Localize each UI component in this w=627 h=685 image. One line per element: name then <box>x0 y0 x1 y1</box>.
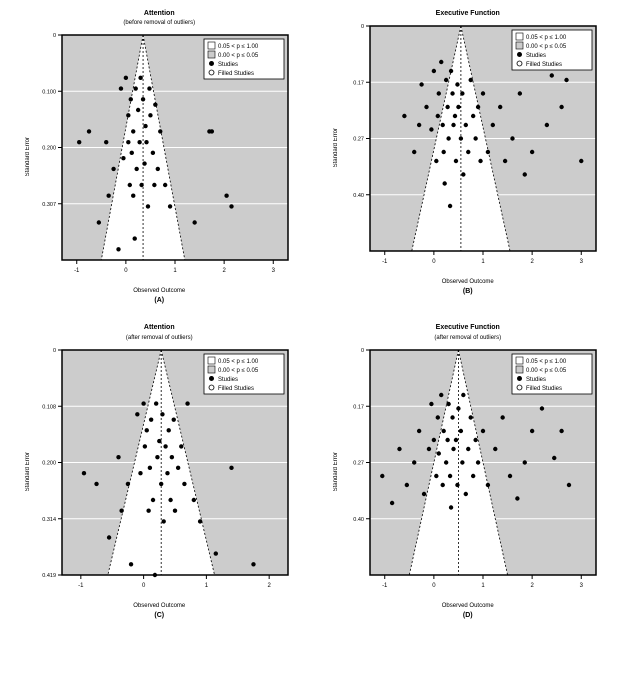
svg-text:0.40: 0.40 <box>354 193 365 199</box>
funnel-plot-panel-A: Attention (before removal of outliers) Sta… <box>10 10 309 304</box>
svg-text:0.27: 0.27 <box>354 137 365 143</box>
svg-text:1: 1 <box>173 268 177 274</box>
svg-text:0.17: 0.17 <box>354 81 365 87</box>
funnel-plot-svg: -1 0 1 2 3 0 0.17 0.27 0.40 0.05 < p ≤ 1.00 0.00 <… <box>342 20 602 275</box>
svg-text:2: 2 <box>531 259 535 265</box>
y-axis-label: Standard Error <box>25 137 31 176</box>
panel-letter: (B) <box>463 288 473 295</box>
svg-text:-1: -1 <box>382 259 388 265</box>
svg-text:-1: -1 <box>74 268 80 274</box>
funnel-plot-panel-D: Executive Function (after removal of outl… <box>319 324 618 618</box>
x-axis-label: Observed Outcome <box>133 288 185 294</box>
svg-text:0.200: 0.200 <box>42 146 56 152</box>
svg-text:0.00 < p ≤ 0.05: 0.00 < p ≤ 0.05 <box>526 368 567 374</box>
svg-text:Filled Studies: Filled Studies <box>526 386 562 392</box>
svg-text:0.40: 0.40 <box>354 517 365 523</box>
x-axis-label: Observed Outcome <box>442 279 494 285</box>
svg-text:0.05 < p ≤ 1.00: 0.05 < p ≤ 1.00 <box>218 44 259 50</box>
svg-text:Studies: Studies <box>526 377 546 383</box>
svg-text:-1: -1 <box>382 583 388 589</box>
svg-text:0.05 < p ≤ 1.00: 0.05 < p ≤ 1.00 <box>526 35 567 41</box>
panel-title: Executive Function <box>436 324 500 332</box>
funnel-plot-svg: -1 0 1 2 3 0 0.100 0.200 0.307 0.05 < p ≤ 1.00 0.0… <box>34 29 294 284</box>
funnel-plot-svg: -1 0 1 2 0 0.108 0.200 0.314 0.419 0.05 < p ≤ 1.0… <box>34 344 294 599</box>
x-axis-label: Observed Outcome <box>133 603 185 609</box>
y-axis-label: Standard Error <box>25 452 31 491</box>
svg-text:2: 2 <box>222 268 226 274</box>
funnel-plot-panel-C: Attention (after removal of outliers) Stan… <box>10 324 309 618</box>
svg-text:1: 1 <box>482 583 486 589</box>
svg-text:0: 0 <box>432 583 436 589</box>
y-axis-label: Standard Error <box>333 128 339 167</box>
svg-text:0.00 < p ≤ 0.05: 0.00 < p ≤ 0.05 <box>218 53 259 59</box>
svg-text:0.05 < p ≤ 1.00: 0.05 < p ≤ 1.00 <box>218 359 259 365</box>
svg-text:0.307: 0.307 <box>42 202 56 208</box>
panel-title: Attention <box>144 324 175 332</box>
svg-text:3: 3 <box>580 259 584 265</box>
svg-text:2: 2 <box>531 583 535 589</box>
svg-text:0.00 < p ≤ 0.05: 0.00 < p ≤ 0.05 <box>526 44 567 50</box>
panel-letter: (A) <box>154 297 164 304</box>
svg-text:Studies: Studies <box>526 53 546 59</box>
panel-title: Executive Function <box>436 10 500 18</box>
svg-text:0: 0 <box>361 24 364 30</box>
svg-text:1: 1 <box>482 259 486 265</box>
svg-text:0: 0 <box>53 348 56 354</box>
panel-subtitle: (after removal of outliers) <box>126 335 193 341</box>
svg-text:1: 1 <box>204 583 208 589</box>
svg-text:3: 3 <box>580 583 584 589</box>
svg-text:0.314: 0.314 <box>42 517 56 523</box>
svg-text:0.27: 0.27 <box>354 460 365 466</box>
svg-text:0.100: 0.100 <box>42 90 56 96</box>
svg-text:Filled Studies: Filled Studies <box>526 62 562 68</box>
svg-text:-1: -1 <box>78 583 84 589</box>
svg-text:0.108: 0.108 <box>42 404 56 410</box>
svg-text:0: 0 <box>142 583 146 589</box>
panel-subtitle: (after removal of outliers) <box>434 335 501 341</box>
funnel-plot-svg: -1 0 1 2 3 0 0.17 0.27 0.40 0.05 < p ≤ 1.00 0.00 <… <box>342 344 602 599</box>
y-axis-label: Standard Error <box>333 452 339 491</box>
panel-subtitle: (before removal of outliers) <box>123 20 195 26</box>
svg-text:Filled Studies: Filled Studies <box>218 386 254 392</box>
svg-text:0: 0 <box>124 268 128 274</box>
panel-letter: (D) <box>463 612 473 619</box>
svg-text:0: 0 <box>432 259 436 265</box>
svg-text:0.200: 0.200 <box>42 460 56 466</box>
funnel-plot-panel-B: Executive Function Standard Error -1 0 1 2 3 0 0… <box>319 10 618 304</box>
svg-text:0: 0 <box>53 33 56 39</box>
svg-text:0.00 < p ≤ 0.05: 0.00 < p ≤ 0.05 <box>218 368 259 374</box>
panel-letter: (C) <box>154 612 164 619</box>
svg-text:Studies: Studies <box>218 62 238 68</box>
svg-text:0.419: 0.419 <box>42 573 56 579</box>
svg-text:Filled Studies: Filled Studies <box>218 71 254 77</box>
svg-text:0: 0 <box>361 348 364 354</box>
x-axis-label: Observed Outcome <box>442 603 494 609</box>
svg-text:3: 3 <box>271 268 275 274</box>
svg-text:0.05 < p ≤ 1.00: 0.05 < p ≤ 1.00 <box>526 359 567 365</box>
svg-text:Studies: Studies <box>218 377 238 383</box>
svg-text:0.17: 0.17 <box>354 404 365 410</box>
panel-title: Attention <box>144 10 175 18</box>
svg-text:2: 2 <box>267 583 271 589</box>
